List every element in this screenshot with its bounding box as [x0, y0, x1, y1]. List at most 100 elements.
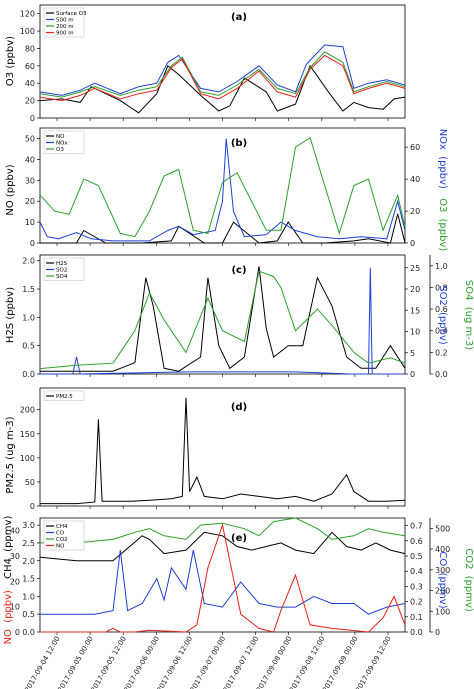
series-line-ch4 [39, 531, 406, 562]
x-tick-label: 2017-09-09 12:00 [354, 635, 392, 689]
ytick-label: 1.5 [22, 285, 35, 294]
panel-a-tag: (a) [231, 12, 247, 23]
ytick-label: 0.0 [22, 370, 35, 379]
panel-c-y2label-so2-unit: (ppbv) [437, 312, 448, 345]
legend-box [43, 257, 85, 281]
ytick-label: 40 [25, 79, 35, 88]
y2tick-label: 10 [410, 328, 420, 337]
series-line-pm2-5 [40, 397, 406, 505]
ytick-label: 0 [30, 114, 35, 123]
ytick-label: 80 [25, 44, 35, 53]
panel-d-frame [39, 387, 406, 507]
legend-entry: CO2 [56, 537, 68, 543]
panel-e-ylabel-ch4: CH4 [3, 558, 14, 579]
panel-e-y3label-co2: CO2 (ppmv) [463, 548, 474, 612]
y2tick-label: 20 [410, 285, 420, 294]
no-tick-label: 20 [10, 577, 20, 586]
legend-entry: NO [56, 544, 65, 550]
ytick-label: 0 [30, 502, 35, 511]
legend-entry: 900 m [56, 31, 74, 37]
ytick-label: 20 [25, 197, 35, 206]
ytick-label: 3.0 [22, 521, 35, 530]
panel-d-ylabel: PM2.5 (ug m-3) [5, 416, 16, 493]
panel-e-y3label-co2-unit: (ppmv) [463, 576, 474, 612]
x-tick-label: 2017-09-09 00:00 [321, 635, 359, 689]
ytick-label: 100 [20, 454, 35, 463]
x-tick-label: 2017-09-05 12:00 [89, 635, 127, 689]
panel-c-frame [39, 254, 406, 375]
panel-e-y3label-co2-name: CO2 [463, 548, 474, 569]
ytick-label: 1.0 [22, 313, 35, 322]
series-line-500-m [39, 44, 406, 96]
x-tick-label: 2017-09-04 12:00 [23, 635, 61, 689]
panel-b-y2label-nox-unit: (ppbv) [437, 156, 448, 189]
y2tick-label: 0 [410, 370, 415, 379]
panel-a-frame [39, 4, 406, 119]
y2tick-label: 0.0 [410, 628, 423, 637]
panel-c-ylabel: H2S (ppbv) [5, 287, 16, 343]
series-line-no [40, 213, 406, 244]
ytick-label: 120 [20, 10, 35, 19]
series-line-no [40, 523, 406, 633]
y2tick-label: 15 [410, 306, 420, 315]
panel-e-y2label-co-unit: (ppmv) [437, 572, 448, 608]
panel-b-y2label-nox: NOx [437, 129, 448, 150]
legend-entry: NO [56, 134, 65, 140]
y2tick-label: 0.6 [435, 305, 448, 314]
ytick-label: 0.0 [22, 628, 35, 637]
series-line-co [40, 549, 406, 615]
legend-entry: CH4 [56, 524, 68, 530]
y2tick-label: 60 [410, 143, 420, 152]
no-tick-label: 10 [10, 603, 20, 612]
ytick-label: 2.5 [22, 539, 35, 548]
y2tick-label: 0.5 [410, 552, 423, 561]
panel-b-y2label: NOx (ppbv) O3 (ppbv) [437, 129, 448, 252]
y2tick-label: 5 [410, 349, 415, 358]
ytick-label: 0 [30, 239, 35, 248]
legend-entry: SO2 [56, 268, 67, 274]
x-tick-label: 2017-09-06 12:00 [156, 635, 194, 689]
panel-e-ylabel-no: NO [3, 629, 14, 644]
series-line-900-m [39, 54, 406, 102]
ytick-label: 30 [25, 176, 35, 185]
panel-c-tag: (c) [231, 265, 246, 276]
series-line-200-m [39, 51, 406, 98]
y2tick-label: 0.7 [410, 522, 423, 531]
ytick-label: 40 [25, 155, 35, 164]
y2tick-label: 300 [435, 566, 450, 575]
ytick-label: 50 [25, 478, 35, 487]
ytick-label: 20 [25, 97, 35, 106]
y2tick-label: 200 [435, 587, 450, 596]
panel-a-ylabel: O3 (ppbv) [5, 36, 16, 86]
legend-entry: 200 m [56, 24, 74, 30]
ytick-label: 2.0 [22, 257, 35, 266]
y2tick-label: 0.2 [410, 598, 423, 607]
series-line-so4 [39, 270, 406, 370]
legend-entry: PM2.5 [56, 394, 73, 400]
legend: PM2.5 [43, 390, 85, 401]
panel-c-y2label-so2-name: SO2 [437, 285, 448, 306]
panel-e-frame [39, 517, 406, 633]
x-tick-label: 2017-09-07 00:00 [189, 635, 227, 689]
panel-e-y2label-co-name: CO [437, 551, 448, 566]
x-tick-label: 2017-09-08 00:00 [255, 635, 293, 689]
ytick-label: 0.5 [22, 342, 35, 351]
panel-d: 0 50 100 150 200 PM2.5 [20, 387, 406, 511]
y2tick-label: 0.8 [435, 283, 448, 292]
y2tick-label: 0.6 [410, 537, 423, 546]
panel-e-ylabel-no-unit: (ppbv) [3, 590, 14, 623]
panel-b-y2label-o3: O3 [437, 198, 448, 212]
series-line-o3 [39, 136, 406, 238]
x-tick-label: 2017-09-07 12:00 [222, 635, 260, 689]
x-tick-label: 2017-09-06 00:00 [123, 635, 161, 689]
panel-e-tag: (e) [231, 533, 247, 544]
ytick-label: 60 [25, 62, 35, 71]
y2tick-label: 25 [410, 264, 420, 273]
y2tick-label: 0.4 [435, 327, 448, 336]
legend-entry: H2S [56, 261, 68, 267]
ytick-label: 200 [20, 406, 35, 415]
